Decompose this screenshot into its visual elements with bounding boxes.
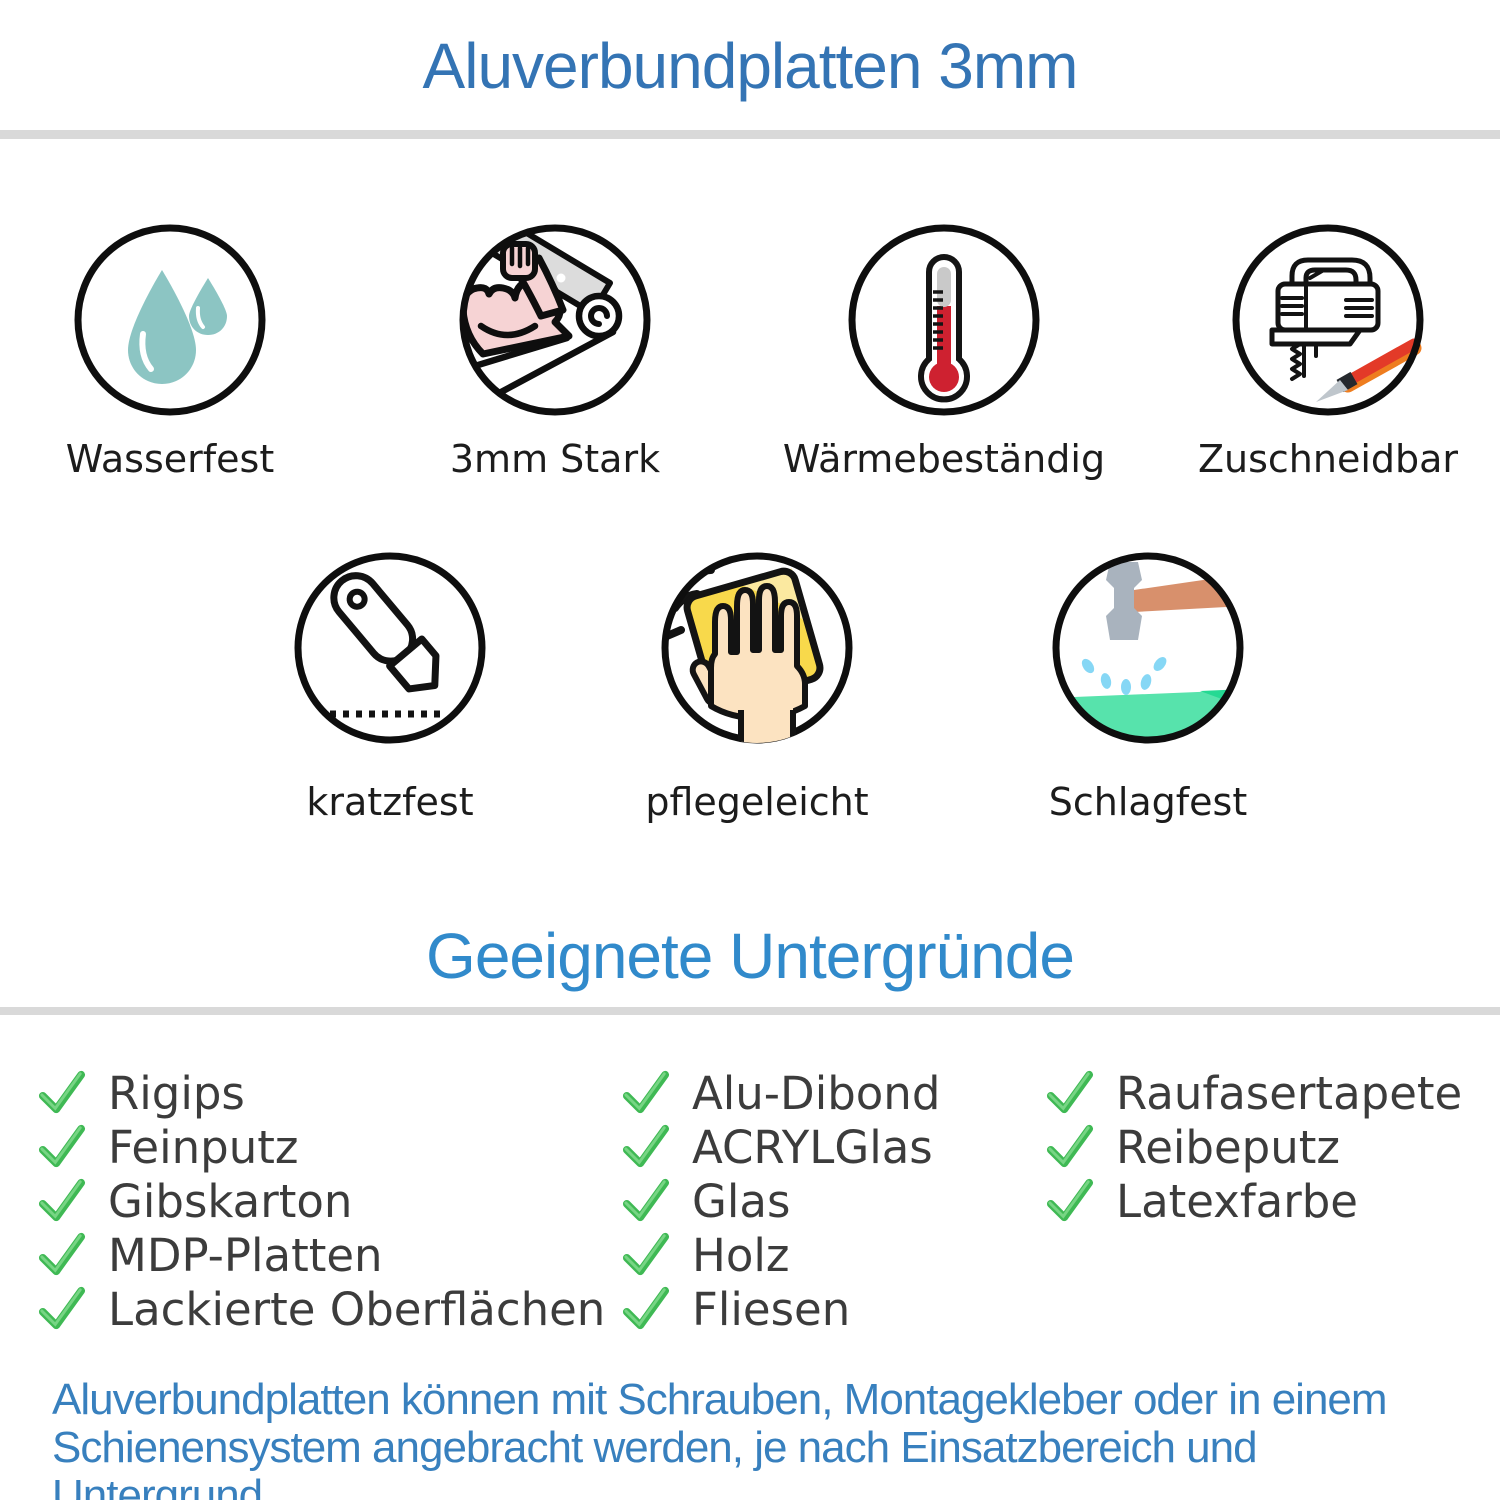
list-item: Fliesen: [622, 1282, 940, 1336]
check-icon: [622, 1070, 670, 1114]
divider: [0, 130, 1500, 139]
mounting-note: Aluverbundplatten können mit Schrauben, …: [52, 1376, 1462, 1500]
check-icon: [38, 1124, 86, 1168]
list-item: Glas: [622, 1174, 940, 1228]
list-item: Rigips: [38, 1066, 605, 1120]
mounting-note-line: Aluverbundplatten können mit Schrauben, …: [52, 1375, 1388, 1424]
list-item: ACRYLGlas: [622, 1120, 940, 1174]
feature-label: pflegeleicht: [645, 780, 869, 824]
feature-schlagfest: Schlagfest: [988, 548, 1308, 824]
check-icon: [38, 1286, 86, 1330]
muscle-arm-icon: [459, 224, 651, 416]
substrates-column-2: Alu-Dibond ACRYLGlas Glas Holz Fliesen: [622, 1066, 940, 1336]
check-icon: [622, 1178, 670, 1222]
list-item: Gibskarton: [38, 1174, 605, 1228]
feature-label: Zuschneidbar: [1197, 437, 1459, 481]
check-icon: [1046, 1124, 1094, 1168]
check-icon: [1046, 1178, 1094, 1222]
feature-label: Schlagfest: [1048, 780, 1248, 824]
check-icon: [38, 1232, 86, 1276]
water-drops-icon: [74, 224, 266, 416]
mounting-note-line: Schienensystem angebracht werden, je nac…: [52, 1423, 1258, 1500]
substrates-column-3: Raufasertapete Reibeputz Latexfarbe: [1046, 1066, 1462, 1228]
feature-label: 3mm Stark: [449, 437, 661, 481]
list-item: Raufasertapete: [1046, 1066, 1462, 1120]
check-icon: [622, 1124, 670, 1168]
feature-zuschneidbar: Zuschneidbar: [1168, 220, 1488, 481]
cleaning-hand-icon: [661, 552, 853, 744]
list-item: Holz: [622, 1228, 940, 1282]
check-icon: [622, 1286, 670, 1330]
jigsaw-icon: [1232, 224, 1424, 416]
list-item: Feinputz: [38, 1120, 605, 1174]
feature-pflegeleicht: pflegeleicht: [597, 548, 917, 824]
substrates-title: Geeignete Untergründe: [426, 920, 1075, 992]
list-item: MDP-Platten: [38, 1228, 605, 1282]
feature-kratzfest: kratzfest: [230, 548, 550, 824]
substrates-column-1: Rigips Feinputz Gibskarton MDP-Platten L…: [38, 1066, 605, 1336]
check-icon: [1046, 1070, 1094, 1114]
utility-knife-icon: [294, 552, 486, 744]
page-title: Aluverbundplatten 3mm: [422, 30, 1079, 102]
feature-wasserfest: Wasserfest: [10, 220, 330, 481]
feature-label: Wärmebeständig: [782, 437, 1106, 481]
feature-waermebestaendig: Wärmebeständig: [782, 220, 1106, 481]
feature-label: kratzfest: [306, 780, 474, 824]
check-icon: [622, 1232, 670, 1276]
list-item: Latexfarbe: [1046, 1174, 1462, 1228]
check-icon: [38, 1070, 86, 1114]
feature-3mm-stark: 3mm Stark: [395, 220, 715, 481]
list-item: Reibeputz: [1046, 1120, 1462, 1174]
thermometer-icon: [848, 224, 1040, 416]
list-item: Lackierte Oberflächen: [38, 1282, 605, 1336]
feature-label: Wasserfest: [65, 437, 275, 481]
check-icon: [38, 1178, 86, 1222]
hammer-icon: [1052, 552, 1244, 744]
divider: [0, 1007, 1500, 1015]
list-item: Alu-Dibond: [622, 1066, 940, 1120]
